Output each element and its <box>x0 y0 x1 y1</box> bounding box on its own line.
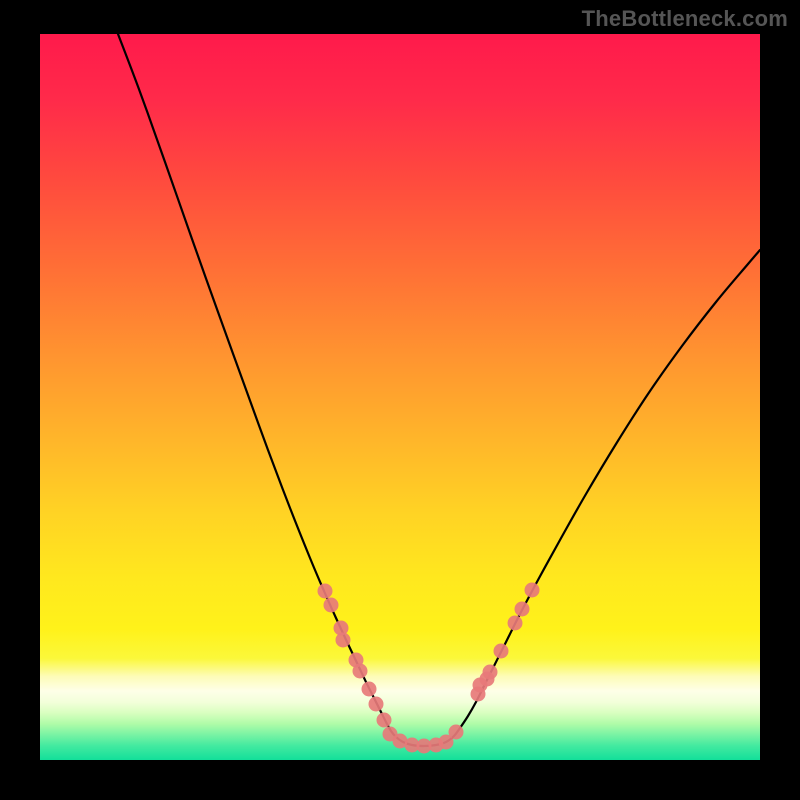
gradient-background <box>40 34 760 760</box>
plot-svg <box>40 34 760 760</box>
data-marker <box>318 584 333 599</box>
data-marker <box>353 664 368 679</box>
watermark-text: TheBottleneck.com <box>582 6 788 32</box>
data-marker <box>449 725 464 740</box>
data-marker <box>515 602 530 617</box>
data-marker <box>525 583 540 598</box>
data-marker <box>336 633 351 648</box>
data-marker <box>494 644 509 659</box>
plot-area <box>40 34 760 760</box>
data-marker <box>377 713 392 728</box>
data-marker <box>362 682 377 697</box>
data-marker <box>483 665 498 680</box>
data-marker <box>324 598 339 613</box>
data-marker <box>508 616 523 631</box>
data-marker <box>369 697 384 712</box>
